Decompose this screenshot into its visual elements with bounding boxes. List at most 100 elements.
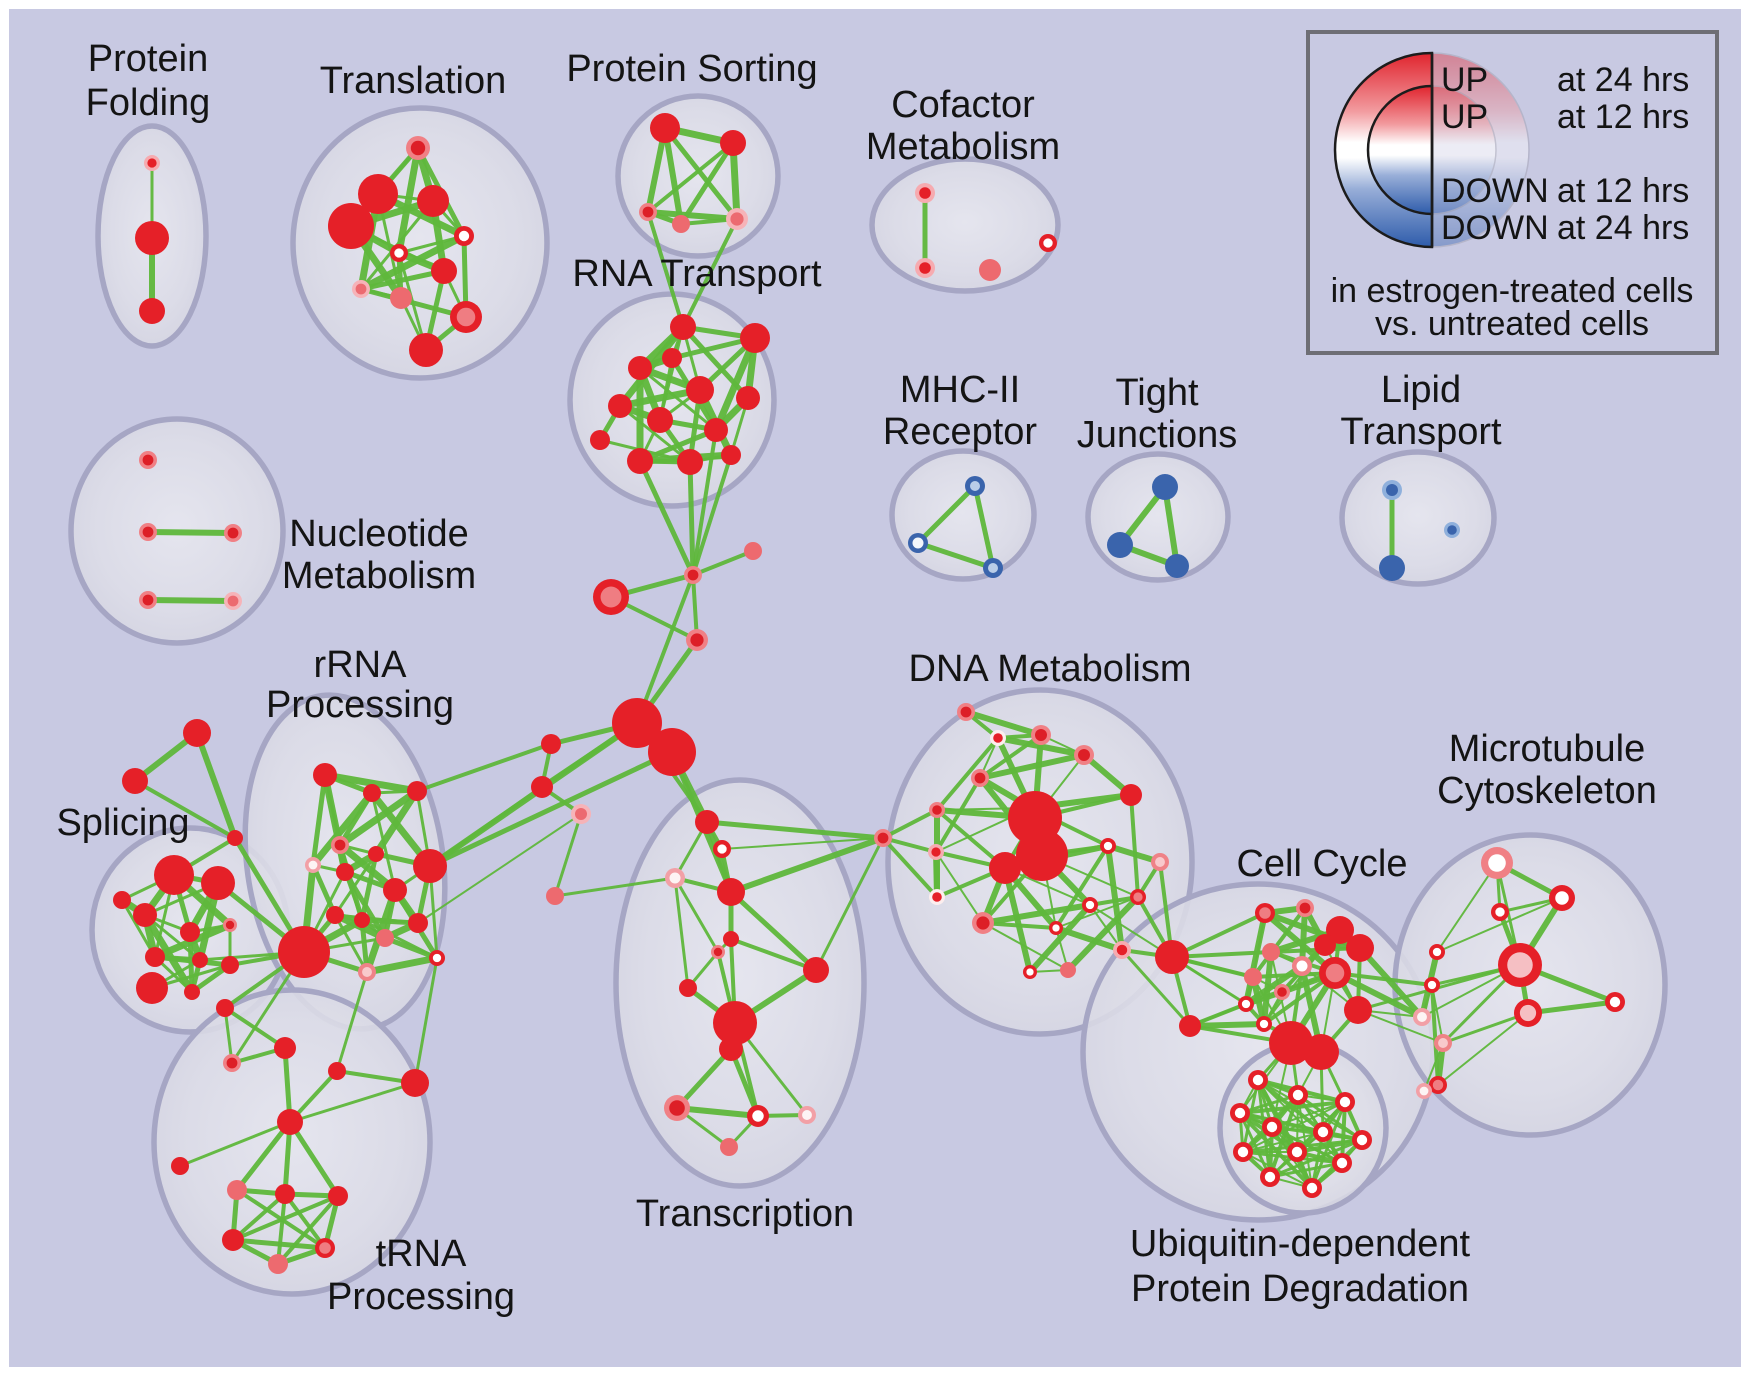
gene-node-txn-1-core	[717, 844, 727, 854]
edge-link	[553, 876, 677, 898]
edge-rrna	[372, 787, 421, 858]
legend-down24-time: at 24 hrs	[1557, 209, 1689, 247]
edge-rrna	[310, 772, 328, 868]
edge-rrna	[382, 935, 440, 961]
gene-node-rna-1	[740, 323, 770, 353]
gene-node-dna-14-core	[976, 916, 990, 930]
cluster-cofactor-label-line1: Cofactor	[891, 84, 1035, 126]
edge-hub	[194, 730, 238, 841]
gene-node-trna-12	[268, 1254, 288, 1274]
edge-sorting	[662, 125, 684, 227]
edge-rrna	[333, 852, 378, 917]
edge-link	[814, 836, 885, 972]
gene-node-splicing-9	[184, 984, 200, 1000]
gene-node-rrna-1	[363, 784, 381, 802]
gene-node-cofactor-0-core	[919, 187, 931, 199]
edge-txn	[674, 1046, 734, 1111]
gene-node-ubi-6-core	[1356, 1134, 1368, 1146]
legend-inner-ring-right	[1431, 85, 1497, 215]
gene-node-cc-22-core	[1419, 1086, 1429, 1096]
gene-node-splicing-4	[180, 922, 200, 942]
legend-note-line2: vs. untreated cells	[1375, 305, 1649, 343]
gene-node-dna-9	[989, 852, 1021, 884]
edge-txn	[673, 876, 690, 990]
gene-node-ubi-4-core	[1266, 1121, 1278, 1133]
edge-link	[415, 742, 553, 793]
edge-trna	[276, 1194, 340, 1266]
gene-node-hub-4	[612, 698, 662, 748]
legend-up24-time: at 24 hrs	[1557, 61, 1689, 99]
gene-node-sorting-1	[720, 130, 746, 156]
gene-node-micro-0-core	[1488, 854, 1506, 872]
edge-dna	[977, 752, 1087, 781]
gene-node-rna-12	[662, 348, 682, 368]
edge-nuc	[145, 529, 236, 536]
cluster-mhc-label-line1: MHC-II	[900, 369, 1020, 411]
gene-node-cc-10	[1244, 968, 1262, 986]
gene-node-rrna-5	[336, 863, 354, 881]
edge-rna	[712, 334, 759, 434]
edge-cc	[1357, 1009, 1444, 1044]
gene-node-txn-2-core	[669, 872, 681, 884]
gene-node-cofactor-1-core	[919, 262, 931, 274]
cluster-lipid-ellipse	[1339, 449, 1497, 587]
edge-ubi	[1238, 1100, 1347, 1115]
edge-dna	[978, 733, 1043, 780]
gene-node-splicing-2	[133, 903, 157, 927]
gene-node-ubi-1-core	[1292, 1089, 1304, 1101]
gene-node-txn-6	[679, 979, 697, 997]
gene-node-splicing-3	[113, 891, 131, 909]
legend-down24-dir: DOWN	[1441, 209, 1549, 247]
edge-sorting	[645, 209, 740, 222]
edge-tl	[358, 286, 469, 320]
gene-node-dna-18-core	[1116, 944, 1128, 956]
edge-cc	[1333, 971, 1434, 987]
edge-trna	[288, 1081, 417, 1124]
edge-sorting	[646, 141, 735, 214]
cluster-trna-label-line1: tRNA	[376, 1233, 467, 1275]
edge-tl	[357, 232, 468, 293]
edge-link	[417, 813, 582, 924]
gene-node-hub-8-core	[575, 808, 587, 820]
edge-dna	[881, 836, 939, 899]
edge-rrna	[336, 787, 421, 849]
edge-dna	[935, 736, 1000, 812]
gene-node-rrna-0	[313, 763, 337, 787]
gene-node-dna-1-core	[1035, 729, 1047, 741]
edge-trna	[283, 1192, 327, 1250]
gene-node-ubi-10-core	[1264, 1171, 1276, 1183]
gene-node-tl-3	[328, 203, 374, 249]
edge-rrna	[363, 954, 441, 976]
legend-up12-time: at 12 hrs	[1557, 98, 1689, 136]
gene-node-rna-4	[736, 386, 760, 410]
gene-node-splicing-0	[154, 855, 194, 895]
edge-ubi	[1238, 1111, 1272, 1179]
edge-link	[1436, 897, 1563, 953]
gene-node-cc-21-core	[1432, 1079, 1444, 1091]
edge-dna	[1055, 896, 1139, 929]
edge-rrna	[309, 789, 376, 869]
edge-mhc	[915, 540, 996, 571]
gene-node-trna-11-core	[319, 1242, 331, 1254]
edge-link	[1120, 948, 1192, 1028]
edge-link	[413, 956, 439, 1085]
gene-node-cofactor-2	[979, 259, 1001, 281]
legend-note-line1: in estrogen-treated cells	[1331, 272, 1694, 310]
legend: UP at 24 hrs UP at 12 hrs DOWN at 12 hrs…	[1306, 30, 1719, 355]
edge-link	[646, 210, 685, 329]
edge-dna	[1053, 925, 1125, 953]
gene-node-dna-19	[1060, 962, 1076, 978]
edge-sorting	[678, 140, 736, 227]
edge-tl	[358, 268, 447, 292]
legend-up24-dir: UP	[1441, 61, 1488, 99]
gene-node-splicing-1	[201, 866, 235, 900]
gene-node-txn-14	[720, 1138, 738, 1156]
gene-node-splicing-10	[221, 956, 239, 974]
edge-link	[1436, 862, 1498, 953]
cluster-ubi-label-line1: Ubiquitin-dependent	[1130, 1223, 1471, 1265]
gene-node-cc-17-core	[1417, 1012, 1427, 1022]
edge-trna	[234, 1119, 293, 1193]
edge-txn	[674, 1105, 761, 1119]
gene-node-dna-21-core	[877, 832, 889, 844]
